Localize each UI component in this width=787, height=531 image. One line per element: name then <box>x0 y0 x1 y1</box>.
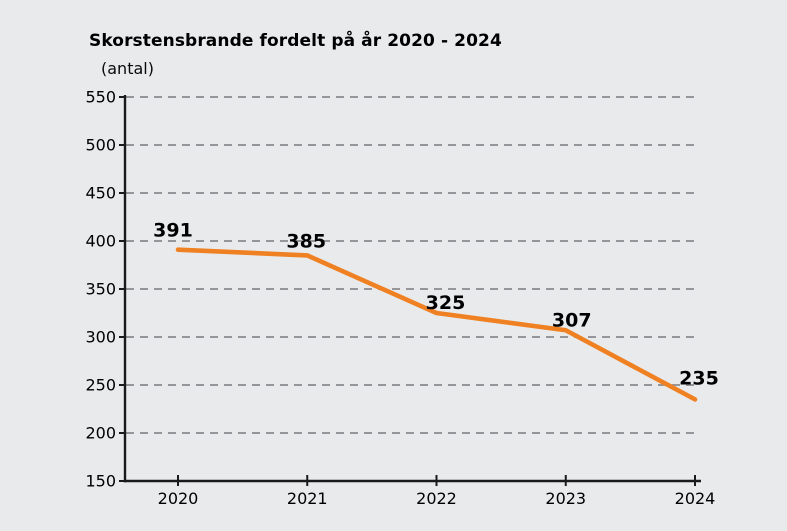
x-tick-label: 2024 <box>675 489 716 508</box>
data-point-label: 391 <box>153 220 193 242</box>
x-tick-label: 2023 <box>545 489 586 508</box>
y-tick-label: 150 <box>85 472 116 491</box>
y-tick-label: 400 <box>85 232 116 251</box>
data-point-label: 307 <box>552 309 592 331</box>
x-tick-label: 2020 <box>158 489 199 508</box>
series-line <box>175 247 698 402</box>
y-tick-label: 500 <box>85 136 116 155</box>
y-tick-label: 550 <box>85 88 116 107</box>
data-point-label: 235 <box>679 367 719 389</box>
x-tick-label: 2021 <box>287 489 328 508</box>
data-point-label: 385 <box>286 230 326 252</box>
data-point-label: 325 <box>426 292 466 314</box>
y-tick-label: 350 <box>85 280 116 299</box>
y-tick-label: 450 <box>85 184 116 203</box>
y-tick-label: 300 <box>85 328 116 347</box>
x-tick-label: 2022 <box>416 489 457 508</box>
y-tick-label: 200 <box>85 424 116 443</box>
y-tick-label: 250 <box>85 376 116 395</box>
chart-title: Skorstensbrande fordelt på år 2020 - 202… <box>89 31 502 51</box>
chart-y-axis-unit-label: (antal) <box>101 59 154 78</box>
